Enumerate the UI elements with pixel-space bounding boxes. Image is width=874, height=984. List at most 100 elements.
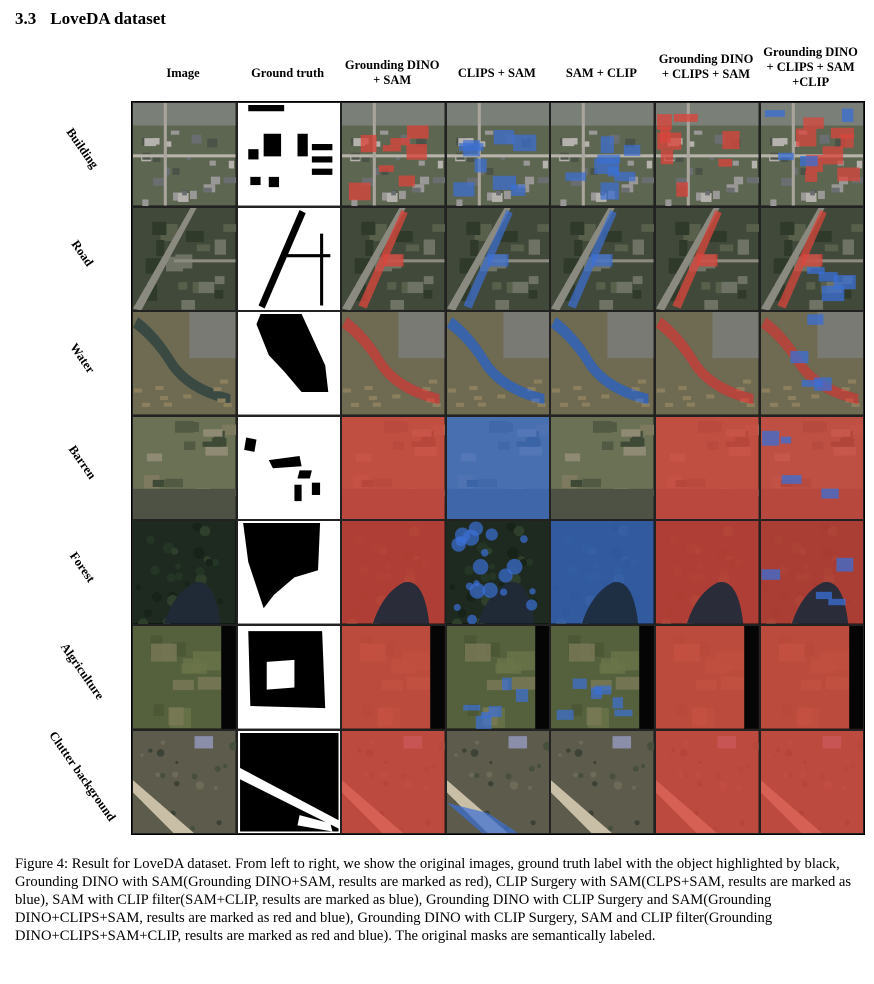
satellite-image xyxy=(656,730,759,834)
ground-truth-mask xyxy=(237,312,341,415)
satellite-image xyxy=(656,207,759,311)
result-cell xyxy=(550,102,655,207)
result-cell xyxy=(550,729,655,835)
satellite-image xyxy=(446,416,550,520)
result-cell xyxy=(550,415,655,521)
result-cell xyxy=(132,729,237,835)
satellite-image xyxy=(133,730,236,834)
result-cell xyxy=(236,206,342,312)
result-cell xyxy=(550,625,655,730)
satellite-image xyxy=(446,730,550,834)
result-cell xyxy=(132,311,237,416)
result-cell xyxy=(341,206,446,312)
column-header: Grounding DINO + CLIPS + SAM xyxy=(658,52,754,81)
ground-truth-mask xyxy=(237,730,341,834)
result-cell xyxy=(655,206,760,312)
result-cell xyxy=(655,102,760,207)
column-header: Ground truth xyxy=(251,65,325,80)
satellite-image xyxy=(342,312,445,415)
ground-truth-mask xyxy=(237,521,341,624)
result-cell xyxy=(445,206,551,312)
satellite-image xyxy=(342,416,445,520)
result-cell xyxy=(759,206,865,312)
satellite-image xyxy=(551,416,654,520)
result-cell xyxy=(759,625,865,730)
satellite-image xyxy=(656,626,759,729)
result-cell xyxy=(759,415,865,521)
row-label: Road xyxy=(68,237,97,269)
result-cell xyxy=(341,520,446,625)
result-cell xyxy=(655,311,760,416)
result-cell xyxy=(655,625,760,730)
row-label: Forest xyxy=(66,549,98,585)
result-cell xyxy=(236,729,342,835)
satellite-image xyxy=(760,312,864,415)
result-cell xyxy=(341,311,446,416)
satellite-image xyxy=(760,521,864,624)
section-name: LoveDA dataset xyxy=(50,9,166,28)
satellite-image xyxy=(551,626,654,729)
satellite-image xyxy=(446,312,550,415)
satellite-image xyxy=(551,312,654,415)
satellite-image xyxy=(342,626,445,729)
section-title: 3.3 LoveDA dataset xyxy=(15,9,166,29)
ground-truth-mask xyxy=(237,207,341,311)
row-label: Clutter background xyxy=(46,728,119,824)
result-cell xyxy=(445,625,551,730)
result-cell xyxy=(445,102,551,207)
satellite-image xyxy=(656,416,759,520)
satellite-image xyxy=(551,521,654,624)
satellite-image xyxy=(551,207,654,311)
column-header: Image xyxy=(166,65,200,80)
satellite-image xyxy=(760,730,864,834)
result-cell xyxy=(132,102,237,207)
result-cell xyxy=(550,206,655,312)
satellite-image xyxy=(342,207,445,311)
result-cell xyxy=(445,415,551,521)
result-cell xyxy=(236,520,342,625)
result-cell xyxy=(132,415,237,521)
column-header: Grounding DINO + CLIPS + SAM +CLIP xyxy=(763,44,858,89)
result-cell xyxy=(341,102,446,207)
row-label: Barren xyxy=(65,442,100,482)
row-label: Water xyxy=(67,340,98,376)
satellite-image xyxy=(656,312,759,415)
result-cell xyxy=(759,102,865,207)
satellite-image xyxy=(133,312,236,415)
result-cell xyxy=(236,625,342,730)
satellite-image xyxy=(133,521,236,624)
satellite-image xyxy=(342,521,445,624)
result-cell xyxy=(655,415,760,521)
result-cell xyxy=(341,729,446,835)
result-cell xyxy=(236,415,342,521)
result-cell xyxy=(341,415,446,521)
results-grid xyxy=(131,101,865,835)
row-label: Algriculture xyxy=(57,640,107,703)
column-header: SAM + CLIP xyxy=(565,65,637,80)
satellite-image xyxy=(760,626,864,729)
satellite-image xyxy=(656,103,759,206)
satellite-image xyxy=(551,730,654,834)
result-cell xyxy=(445,520,551,625)
result-cell xyxy=(655,729,760,835)
satellite-image xyxy=(133,626,236,729)
result-cell xyxy=(550,311,655,416)
result-cell xyxy=(341,625,446,730)
satellite-image xyxy=(760,207,864,311)
result-cell xyxy=(759,520,865,625)
ground-truth-mask xyxy=(237,416,341,520)
ground-truth-mask xyxy=(237,103,341,206)
satellite-image xyxy=(342,103,445,206)
ground-truth-mask xyxy=(237,626,341,729)
satellite-image xyxy=(551,103,654,206)
result-cell xyxy=(445,311,551,416)
satellite-image xyxy=(133,416,236,520)
satellite-image xyxy=(446,207,550,311)
result-cell xyxy=(445,729,551,835)
row-label: Building xyxy=(63,125,102,172)
result-cell xyxy=(759,729,865,835)
column-header: CLIPS + SAM xyxy=(457,65,536,80)
satellite-image xyxy=(760,103,864,206)
satellite-image xyxy=(446,626,550,729)
result-cell xyxy=(132,520,237,625)
